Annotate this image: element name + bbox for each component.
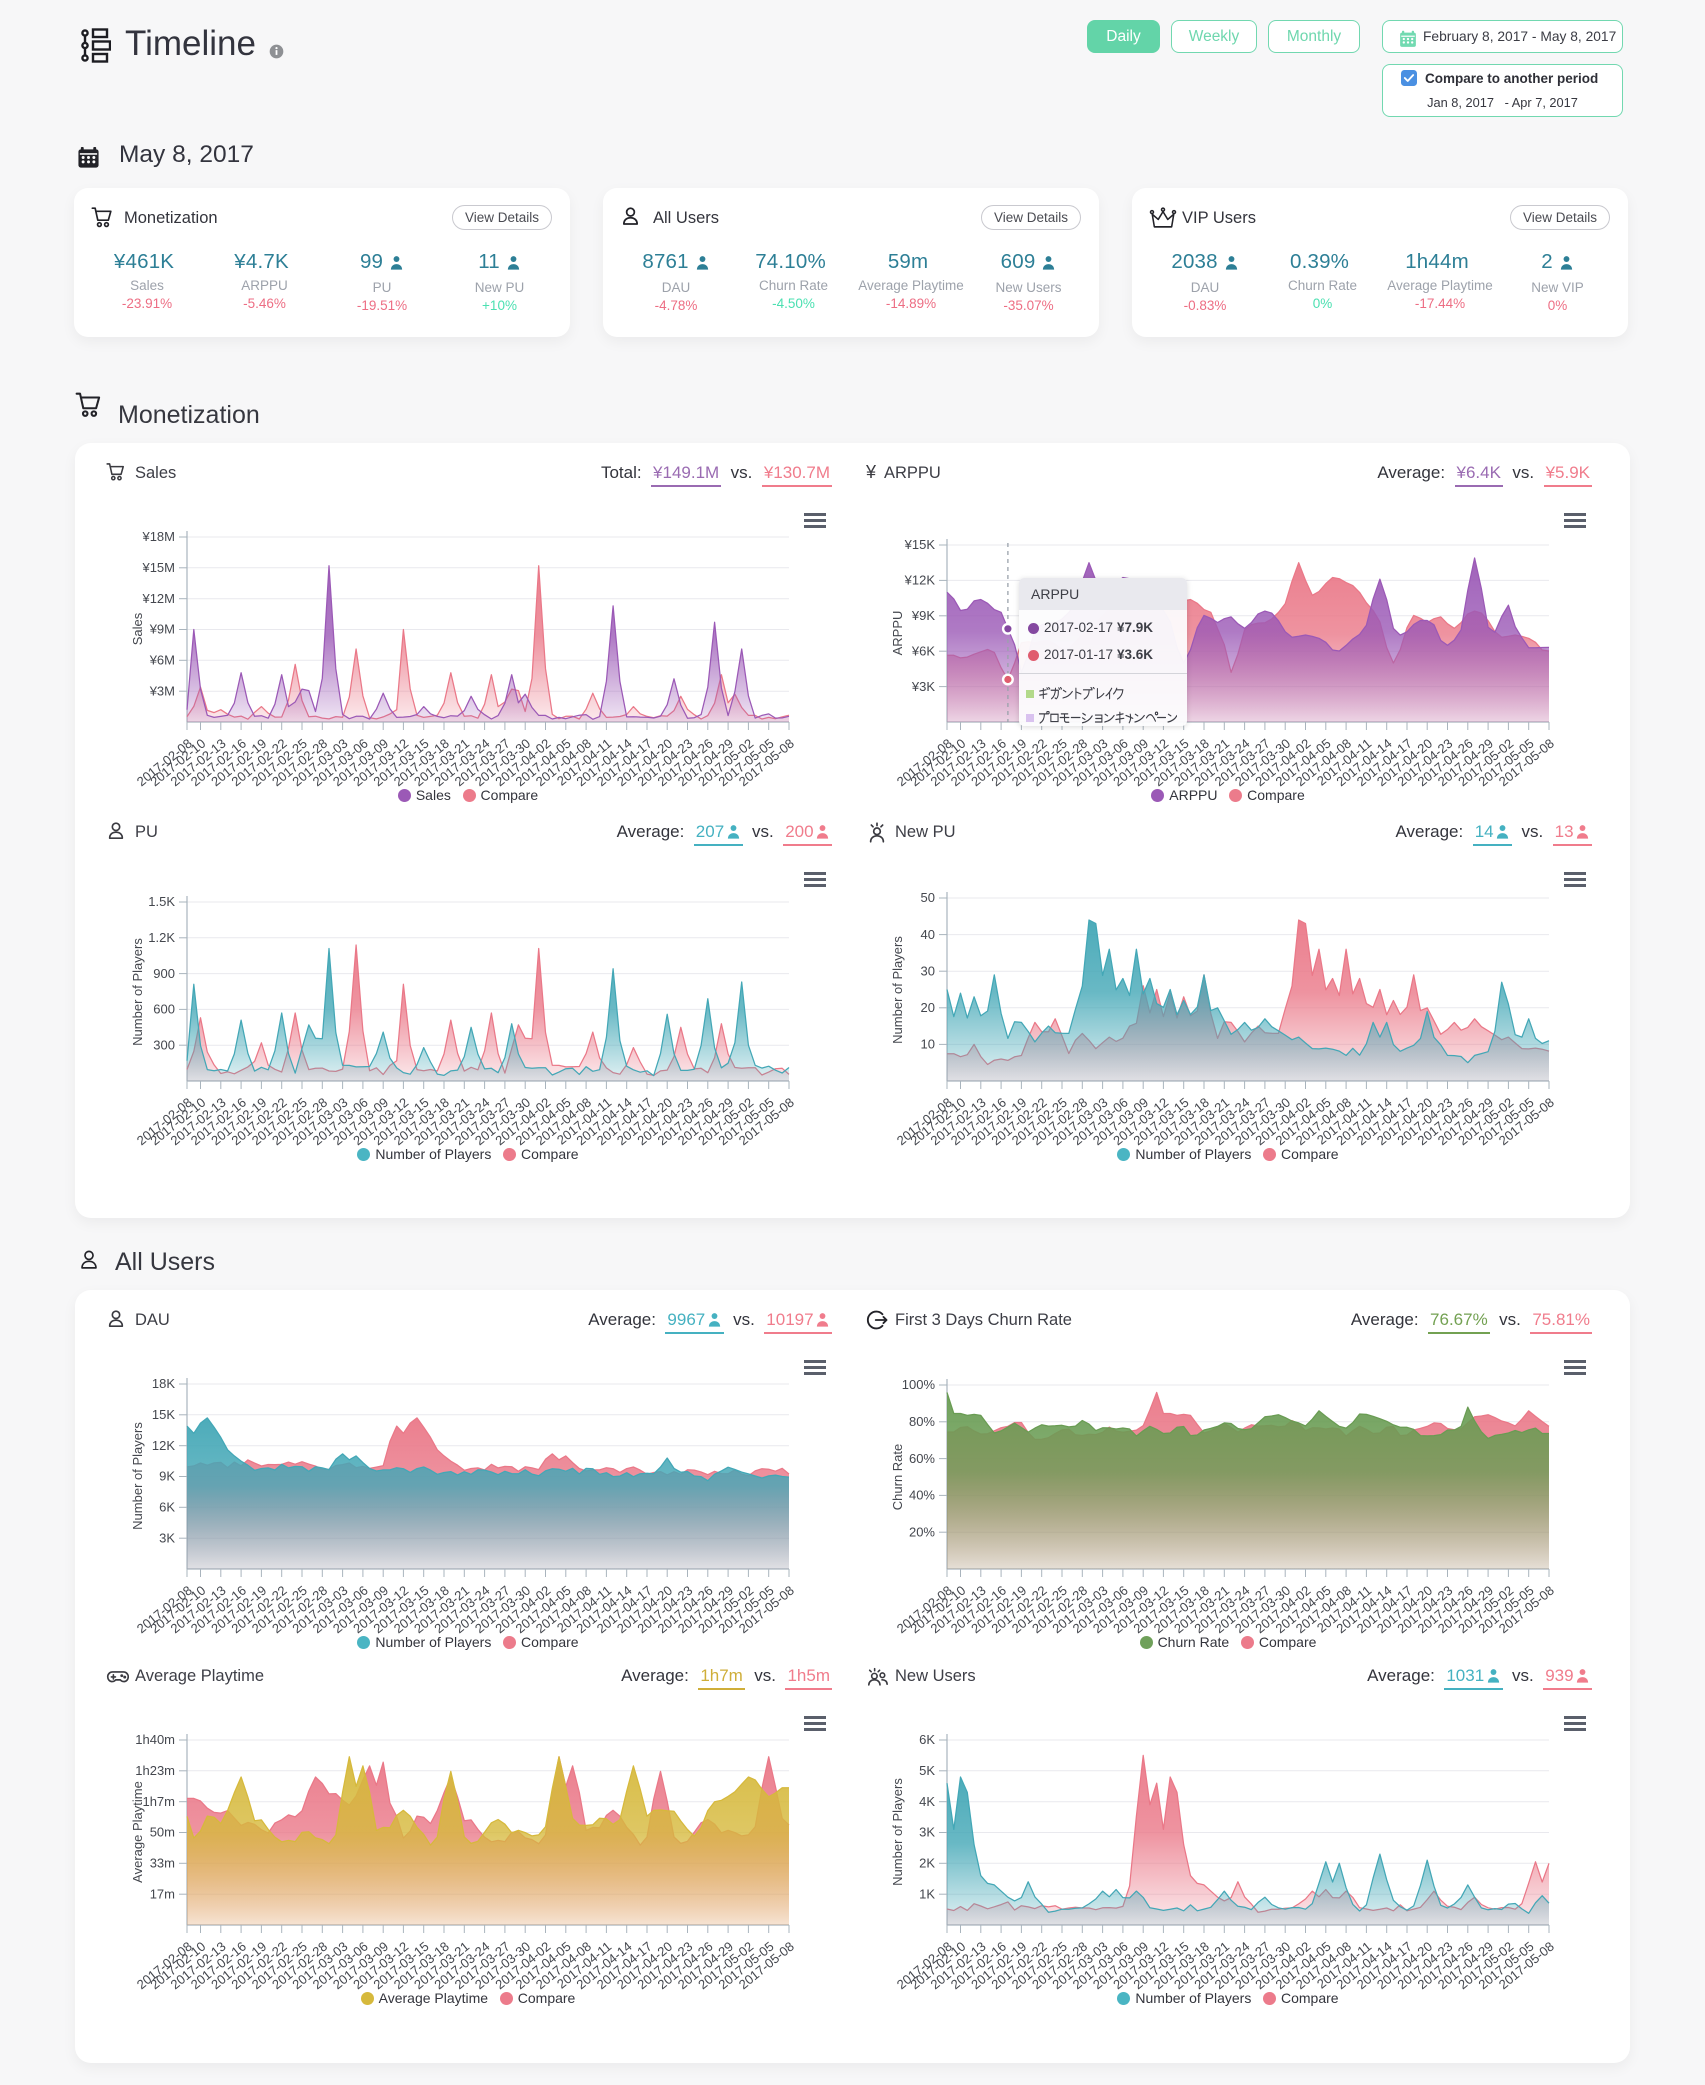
svg-text:Churn Rate: Churn Rate	[890, 1444, 905, 1510]
svg-text:1.2K: 1.2K	[148, 930, 175, 945]
svg-text:ARPPU: ARPPU	[890, 611, 905, 656]
svg-text:100%: 100%	[902, 1377, 936, 1392]
svg-text:10: 10	[921, 1037, 935, 1052]
svg-text:Number of Players: Number of Players	[890, 1778, 905, 1886]
svg-text:¥18M: ¥18M	[141, 529, 175, 544]
svg-text:30: 30	[921, 963, 935, 978]
svg-text:60%: 60%	[909, 1451, 935, 1466]
svg-text:1h40m: 1h40m	[135, 1732, 175, 1747]
svg-text:¥12M: ¥12M	[141, 591, 175, 606]
svg-text:Number of Players: Number of Players	[130, 938, 145, 1046]
svg-text:50m: 50m	[150, 1825, 175, 1840]
svg-text:1K: 1K	[919, 1886, 935, 1901]
svg-text:9K: 9K	[159, 1469, 175, 1484]
svg-text:Number of Players: Number of Players	[130, 1422, 145, 1530]
svg-text:33m: 33m	[150, 1856, 175, 1871]
svg-text:1h23m: 1h23m	[135, 1763, 175, 1778]
svg-text:12K: 12K	[152, 1438, 175, 1453]
svg-text:¥3K: ¥3K	[911, 679, 935, 694]
svg-text:20%: 20%	[909, 1524, 935, 1539]
svg-text:¥15M: ¥15M	[141, 560, 175, 575]
svg-text:¥6M: ¥6M	[149, 653, 175, 668]
svg-text:50: 50	[921, 890, 935, 905]
svg-text:6K: 6K	[159, 1500, 175, 1515]
svg-text:¥3M: ¥3M	[149, 683, 175, 698]
svg-text:1.5K: 1.5K	[148, 894, 175, 909]
svg-text:Sales: Sales	[130, 612, 145, 645]
svg-text:40: 40	[921, 927, 935, 942]
svg-text:17m: 17m	[150, 1886, 175, 1901]
svg-text:80%: 80%	[909, 1414, 935, 1429]
svg-text:¥9M: ¥9M	[149, 622, 175, 637]
svg-text:¥15K: ¥15K	[904, 537, 936, 552]
svg-text:15K: 15K	[152, 1407, 175, 1422]
svg-text:20: 20	[921, 1000, 935, 1015]
svg-text:Average Playtime: Average Playtime	[130, 1781, 145, 1883]
svg-text:¥9K: ¥9K	[911, 608, 935, 623]
svg-text:300: 300	[153, 1037, 175, 1052]
svg-text:3K: 3K	[159, 1530, 175, 1545]
svg-text:18K: 18K	[152, 1376, 175, 1391]
svg-text:40%: 40%	[909, 1488, 935, 1503]
svg-text:600: 600	[153, 1002, 175, 1017]
svg-text:1h7m: 1h7m	[142, 1794, 175, 1809]
svg-text:¥12K: ¥12K	[904, 573, 936, 588]
svg-text:900: 900	[153, 966, 175, 981]
svg-text:4K: 4K	[919, 1794, 935, 1809]
svg-text:3K: 3K	[919, 1825, 935, 1840]
svg-text:6K: 6K	[919, 1732, 935, 1747]
svg-text:2K: 2K	[919, 1856, 935, 1871]
svg-text:5K: 5K	[919, 1763, 935, 1778]
svg-text:¥6K: ¥6K	[911, 643, 935, 658]
svg-text:Number of Players: Number of Players	[890, 936, 905, 1044]
